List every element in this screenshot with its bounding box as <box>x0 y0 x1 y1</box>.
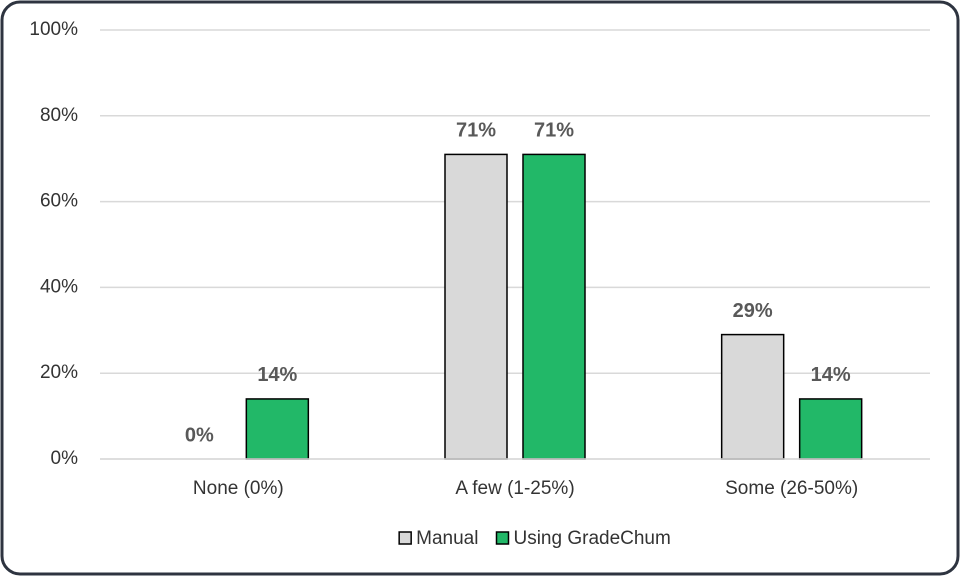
value-label: 29% <box>733 300 773 322</box>
y-tick-label: 60% <box>40 191 78 212</box>
value-label: 14% <box>811 364 851 386</box>
legend-label: Manual <box>416 528 478 549</box>
y-tick-label: 0% <box>51 448 79 469</box>
x-tick-label: None (0%) <box>193 478 284 499</box>
value-label: 14% <box>257 364 297 386</box>
bar <box>522 153 586 460</box>
y-tick-label: 20% <box>40 362 78 383</box>
bar <box>245 398 310 460</box>
legend-swatch <box>398 531 412 545</box>
x-tick-label: A few (1-25%) <box>455 478 574 499</box>
bar <box>444 153 508 460</box>
y-tick-label: 80% <box>40 105 78 126</box>
value-label: 71% <box>534 120 574 142</box>
legend-label: Using GradeChum <box>513 528 670 549</box>
y-tick-label: 40% <box>40 276 78 297</box>
bar <box>798 398 863 460</box>
y-tick-label: 100% <box>29 19 78 40</box>
legend-swatch <box>495 531 510 545</box>
value-label: 0% <box>185 424 214 446</box>
value-label: 71% <box>456 120 496 142</box>
bar <box>720 333 785 460</box>
x-tick-label: Some (26-50%) <box>725 478 858 499</box>
